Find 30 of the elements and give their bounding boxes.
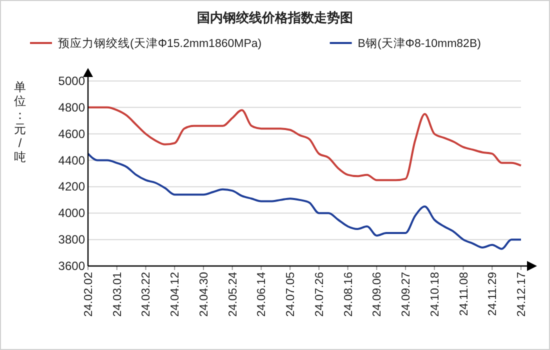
x-tick-label: 24.05.24	[227, 271, 240, 317]
x-tick-label: 24.07.05	[285, 272, 298, 317]
y-tick-label: 4400	[58, 153, 86, 168]
x-tick-label: 24.02.02	[83, 272, 95, 317]
x-tick-label: 24.03.22	[140, 272, 153, 317]
x-tick-label: 24.04.30	[198, 272, 210, 317]
x-tick-label: 24.09.06	[372, 272, 384, 317]
line-series	[87, 106, 522, 182]
line-series	[87, 152, 522, 250]
y-tick-label: 5000	[58, 74, 86, 88]
legend-label: 预应力钢绞线(天津Φ15.2mm1860MPa)	[58, 36, 262, 50]
x-tick-label: 24.09.27	[400, 272, 413, 317]
x-tick-label: 24.11.08	[458, 272, 470, 316]
y-tick-label: 3600	[58, 259, 86, 273]
y-tick-label: 4200	[58, 180, 86, 194]
y-tick-label: 4000	[58, 206, 86, 220]
x-tick-label: 24.08.16	[342, 272, 355, 317]
x-tick-label: 24.10.18	[429, 272, 442, 317]
y-tick-label: 4600	[58, 126, 86, 141]
x-tick-label: 24.07.26	[314, 272, 326, 317]
x-tick-label: 24.06.14	[256, 271, 268, 317]
y-tick-label: 3800	[58, 232, 86, 247]
chart-title: 国内钢绞线价格指数走势图	[197, 10, 353, 25]
x-tick-label: 24.11.29	[487, 272, 500, 316]
x-tick-label: 24.12.17	[516, 272, 528, 317]
y-tick-label: 4800	[58, 100, 86, 114]
y-axis-title: 单位：元/吨	[14, 80, 26, 164]
x-tick-label: 24.03.01	[112, 272, 124, 317]
legend-label: B钢(天津Φ8-10mm82B)	[358, 37, 482, 50]
x-tick-label: 24.04.12	[170, 272, 182, 317]
